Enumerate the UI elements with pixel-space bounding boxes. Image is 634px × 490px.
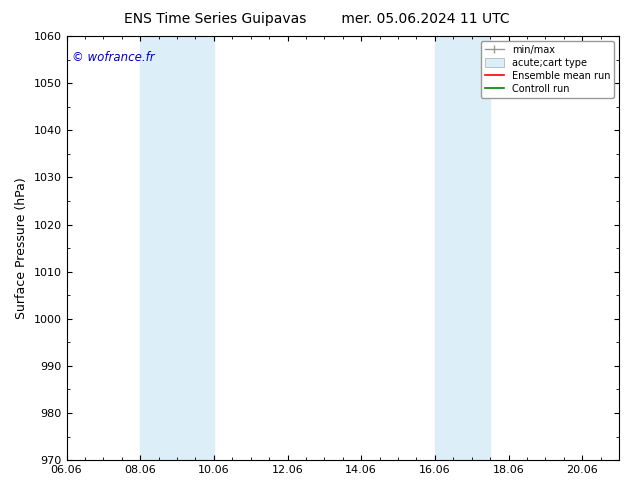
Bar (140, 36, 214, 460)
Text: © wofrance.fr: © wofrance.fr (72, 51, 155, 64)
Bar (435, 36, 490, 460)
Text: ENS Time Series Guipavas        mer. 05.06.2024 11 UTC: ENS Time Series Guipavas mer. 05.06.2024… (124, 12, 510, 26)
Y-axis label: Surface Pressure (hPa): Surface Pressure (hPa) (15, 177, 28, 319)
Legend: min/max, acute;cart type, Ensemble mean run, Controll run: min/max, acute;cart type, Ensemble mean … (481, 41, 614, 98)
